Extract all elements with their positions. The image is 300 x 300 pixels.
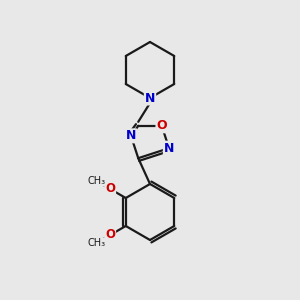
Text: CH₃: CH₃: [87, 176, 105, 186]
Text: N: N: [164, 142, 174, 155]
Text: N: N: [145, 92, 155, 104]
Text: O: O: [105, 229, 115, 242]
Text: O: O: [105, 182, 115, 196]
Text: O: O: [156, 119, 167, 132]
Text: N: N: [126, 129, 136, 142]
Text: CH₃: CH₃: [87, 238, 105, 248]
